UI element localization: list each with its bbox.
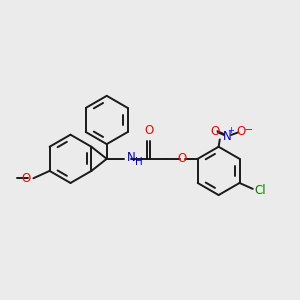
Text: H: H: [135, 158, 142, 167]
Text: O: O: [22, 172, 31, 185]
Text: O: O: [237, 125, 246, 138]
Text: +: +: [227, 126, 234, 135]
Text: O: O: [211, 125, 220, 138]
Text: O: O: [144, 124, 153, 137]
Text: Cl: Cl: [254, 184, 266, 196]
Text: O: O: [178, 152, 187, 165]
Text: N: N: [126, 151, 135, 164]
Text: N: N: [223, 130, 232, 143]
Text: −: −: [243, 125, 253, 135]
